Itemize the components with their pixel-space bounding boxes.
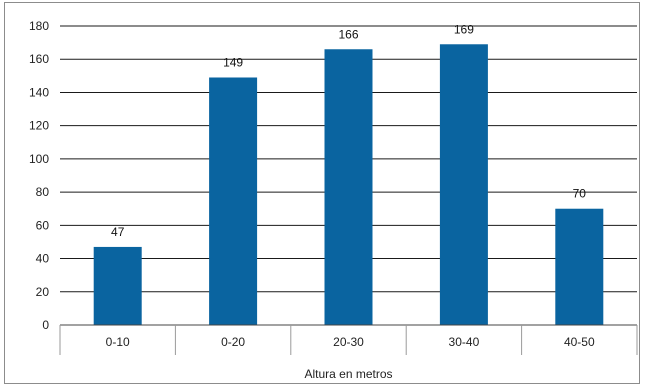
- data-labels: 47 149 166 169 70: [111, 22, 586, 239]
- x-tick-label: 40-50: [564, 335, 595, 349]
- bar-0-10: [93, 246, 142, 325]
- y-tick-label: 180: [29, 19, 49, 33]
- y-tick-label: 60: [36, 218, 50, 232]
- y-tick-label: 80: [36, 185, 50, 199]
- y-tick-label: 120: [29, 119, 49, 133]
- bar-20-30: [324, 49, 373, 325]
- y-tick-label: 20: [36, 285, 50, 299]
- y-tick-label: 0: [42, 318, 49, 332]
- bar-40-50: [555, 208, 604, 325]
- x-tick-label: 20-30: [333, 335, 364, 349]
- y-tick-label: 40: [36, 252, 50, 266]
- data-label: 47: [111, 225, 125, 239]
- y-tick-label: 160: [29, 52, 49, 66]
- chart-frame: [4, 2, 640, 384]
- data-label: 169: [454, 22, 474, 36]
- data-label: 166: [338, 27, 358, 41]
- data-label: 149: [223, 55, 243, 69]
- x-tick-label: 0-20: [221, 335, 245, 349]
- y-tick-label: 100: [29, 152, 49, 166]
- x-tick-label: 0-10: [106, 335, 130, 349]
- x-axis-title: Altura en metros: [304, 367, 392, 381]
- bar-0-20: [209, 77, 258, 325]
- data-label: 70: [573, 187, 587, 201]
- gridlines: [60, 25, 637, 293]
- bars: [93, 44, 604, 326]
- x-axis: 0-10 0-20 20-30 30-40 40-50: [59, 324, 638, 355]
- y-tick-label: 140: [29, 85, 49, 99]
- bar-30-40: [439, 44, 488, 326]
- y-axis-ticks: 0 20 40 60 80 100 120 140 160 180: [29, 19, 49, 332]
- x-tick-label: 30-40: [449, 335, 480, 349]
